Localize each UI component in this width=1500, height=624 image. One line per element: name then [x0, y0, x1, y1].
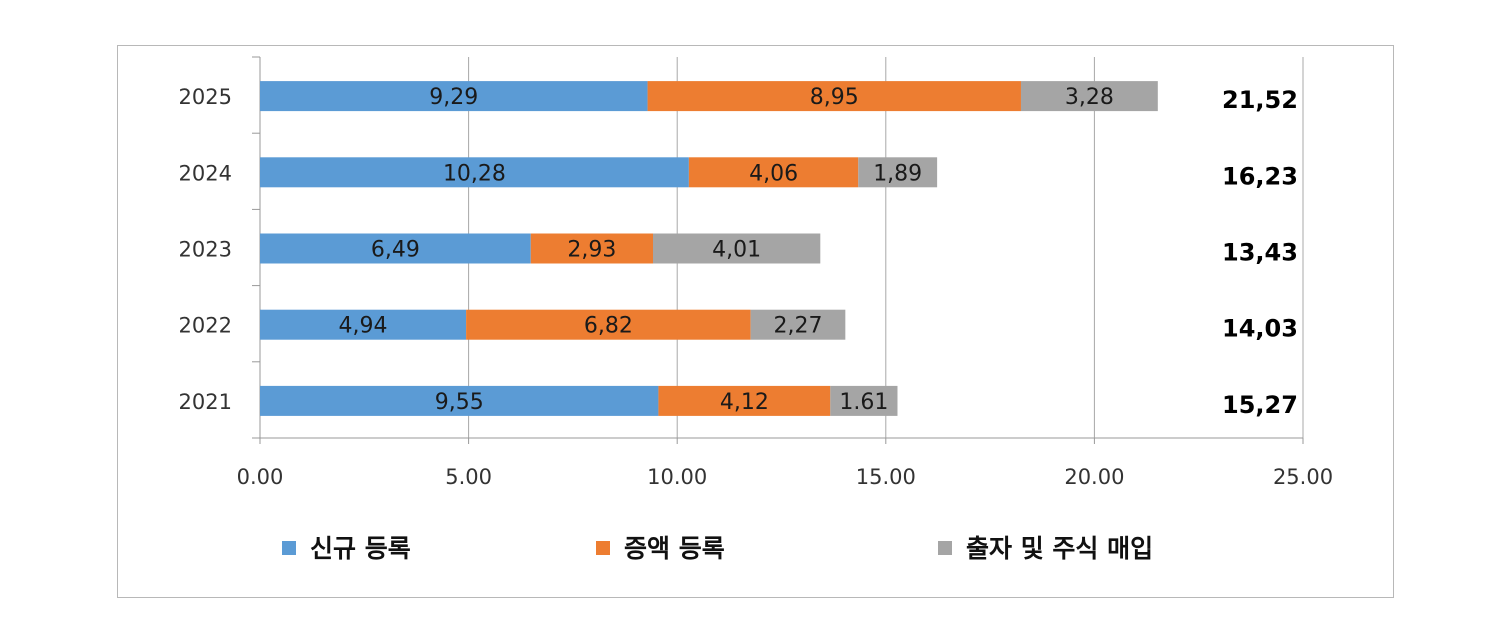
total-label: 21,52: [1222, 86, 1298, 114]
data-label: 4,06: [749, 161, 798, 186]
total-label: 14,03: [1222, 315, 1298, 343]
bar-segment: [750, 309, 846, 340]
data-label: 10,28: [443, 161, 506, 186]
data-label: 8,95: [810, 85, 859, 110]
bar-segment: [858, 157, 938, 188]
bar-segment: [647, 81, 1021, 112]
data-label: 2,27: [773, 314, 822, 339]
data-label: 1.61: [839, 390, 888, 415]
bar-segment: [530, 233, 654, 264]
bar-segment: [260, 157, 689, 188]
legend-label: 출자 및 주식 매입: [966, 534, 1153, 563]
y-tick-label: 2023: [179, 238, 232, 262]
bar-segment: [658, 385, 831, 416]
bar-segment: [260, 233, 531, 264]
bar-segment: [1020, 81, 1158, 112]
legend-swatch: [282, 541, 296, 555]
bar-segment: [830, 385, 898, 416]
bar-segment: [653, 233, 821, 264]
total-label: 15,27: [1222, 391, 1298, 419]
y-tick-label: 2025: [179, 85, 232, 109]
x-tick-label: 20.00: [1064, 465, 1124, 489]
data-label: 4,12: [720, 390, 769, 415]
legend-label: 증액 등록: [624, 534, 725, 563]
bar-segment: [688, 157, 859, 188]
bar-segment: [260, 81, 648, 112]
bar-segment: [260, 309, 467, 340]
data-label: 9,55: [435, 390, 484, 415]
data-label: 9,29: [429, 85, 478, 110]
data-label: 6,82: [584, 314, 633, 339]
legend-swatch: [596, 541, 610, 555]
bar-segment: [466, 309, 751, 340]
total-label: 13,43: [1222, 239, 1298, 267]
chart-frame: [117, 45, 1394, 598]
data-label: 2,93: [567, 238, 616, 263]
legend-swatch: [938, 541, 952, 555]
y-tick-label: 2024: [179, 161, 232, 185]
data-label: 4,94: [339, 314, 388, 339]
legend-label: 신규 등록: [310, 534, 411, 563]
x-tick-label: 15.00: [856, 465, 916, 489]
bar-segment: [260, 385, 659, 416]
y-tick-label: 2022: [179, 314, 232, 338]
total-label: 16,23: [1222, 162, 1298, 190]
data-label: 4,01: [712, 238, 761, 263]
data-label: 1,89: [873, 161, 922, 186]
data-label: 6,49: [371, 238, 420, 263]
y-tick-label: 2021: [179, 390, 232, 414]
x-tick-label: 25.00: [1273, 465, 1333, 489]
x-tick-label: 0.00: [237, 465, 284, 489]
x-tick-label: 10.00: [647, 465, 707, 489]
data-label: 3,28: [1065, 85, 1114, 110]
x-tick-label: 5.00: [445, 465, 492, 489]
